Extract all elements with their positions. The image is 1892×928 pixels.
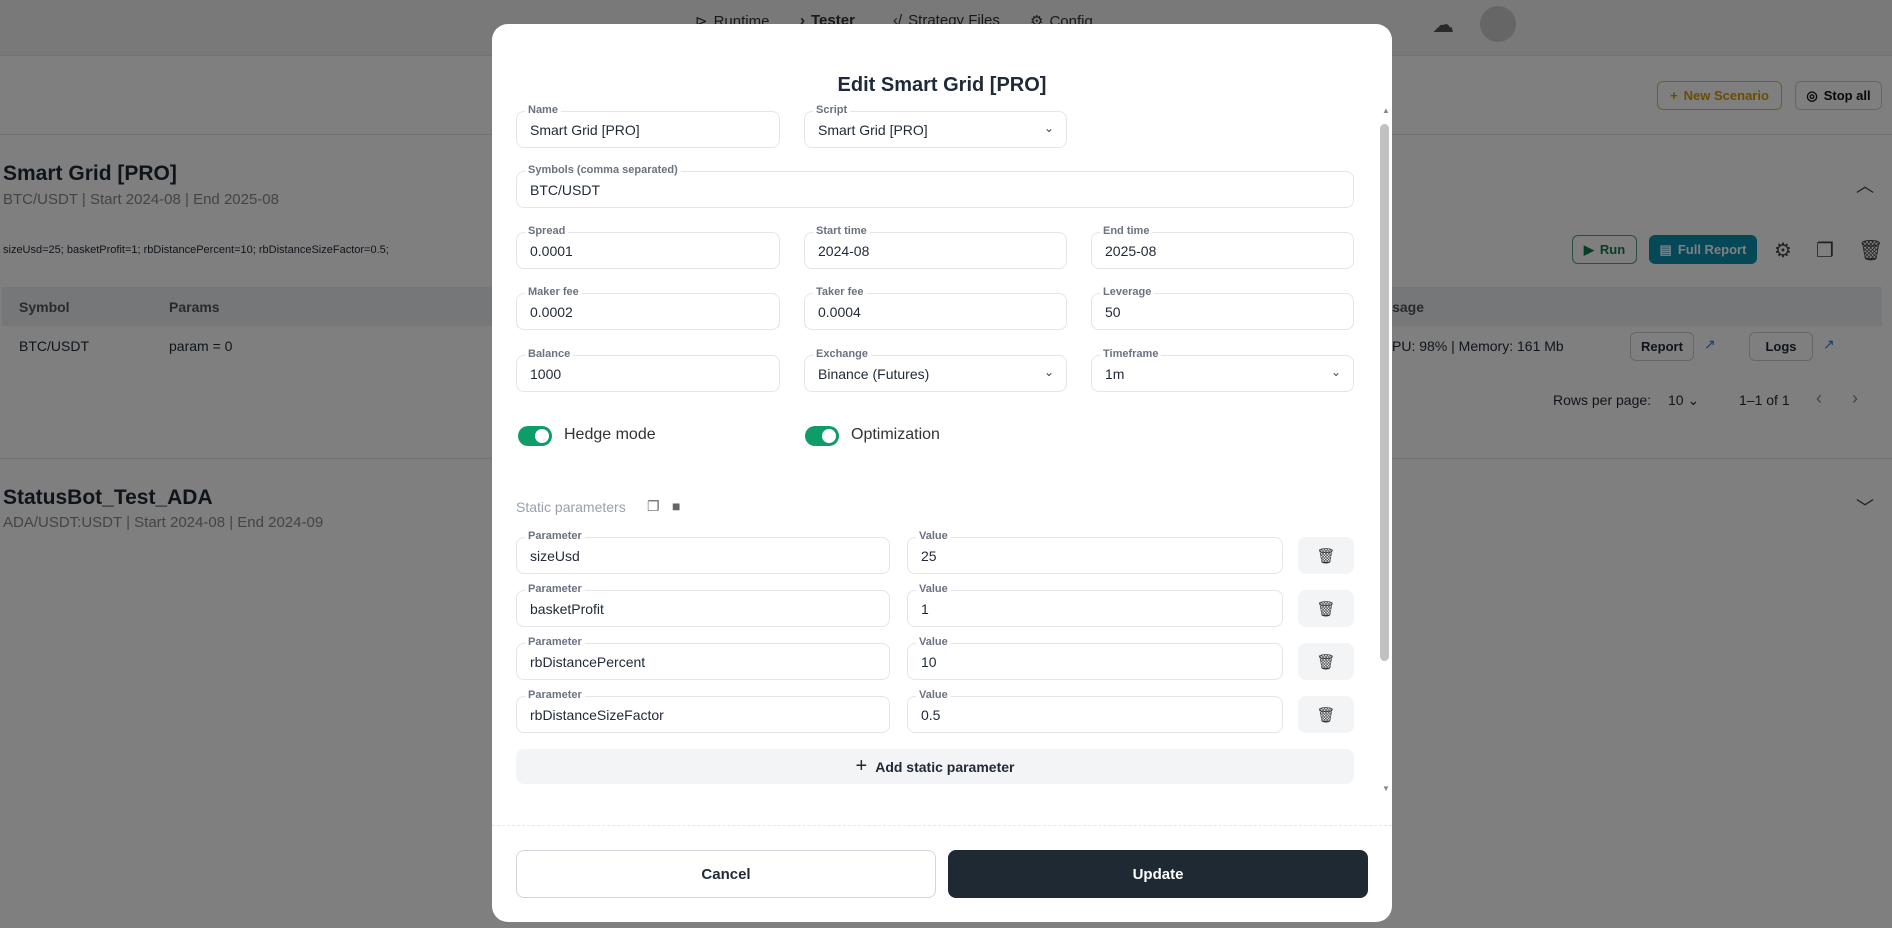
scroll-down-icon[interactable]: ▼ — [1382, 784, 1390, 793]
spread-field[interactable]: Spread 0.0001 — [516, 225, 780, 269]
parameter-name-field[interactable]: Parameter rbDistancePercent — [516, 636, 890, 680]
parameter-value-field[interactable]: Value 25 — [907, 530, 1283, 574]
chevron-down-icon: ⌄ — [1043, 365, 1054, 379]
parameter-name-field[interactable]: Parameter sizeUsd — [516, 530, 890, 574]
parameter-name-field[interactable]: Parameter basketProfit — [516, 583, 890, 627]
trash-icon: 🗑 — [1316, 706, 1336, 724]
value: rbDistancePercent — [530, 654, 646, 670]
update-button[interactable]: Update — [948, 850, 1368, 898]
label: Cancel — [701, 865, 751, 883]
label: Parameter — [525, 583, 585, 596]
hedge-mode-toggle[interactable] — [518, 426, 552, 446]
delete-parameter-button[interactable]: 🗑 — [1298, 537, 1354, 574]
value: 1 — [921, 601, 929, 617]
delete-parameter-button[interactable]: 🗑 — [1298, 696, 1354, 733]
value: Smart Grid [PRO] — [818, 122, 928, 138]
symbols-field[interactable]: Symbols (comma separated) BTC/USDT — [516, 164, 1354, 208]
trash-icon: 🗑 — [1316, 600, 1336, 618]
value: 0.5 — [921, 707, 941, 723]
exchange-select[interactable]: Exchange Binance (Futures) ⌄ — [804, 348, 1067, 392]
value: 25 — [921, 548, 937, 564]
delete-parameter-button[interactable]: 🗑 — [1298, 590, 1354, 627]
label: Symbols (comma separated) — [525, 164, 681, 177]
value: 0.0002 — [530, 304, 573, 320]
maker-fee-field[interactable]: Maker fee 0.0002 — [516, 286, 780, 330]
scroll-thumb[interactable] — [1380, 124, 1389, 661]
value: 1m — [1105, 366, 1125, 382]
value: basketProfit — [530, 601, 604, 617]
modal-scrollbar[interactable]: ▲ ▼ — [1380, 106, 1390, 796]
balance-field[interactable]: Balance 1000 — [516, 348, 780, 392]
parameter-name-field[interactable]: Parameter rbDistanceSizeFactor — [516, 689, 890, 733]
value: rbDistanceSizeFactor — [530, 707, 664, 723]
value: 2024-08 — [818, 243, 870, 259]
label: Value — [916, 530, 951, 543]
label: Value — [916, 583, 951, 596]
label: Spread — [525, 225, 569, 238]
timeframe-select[interactable]: Timeframe 1m ⌄ — [1091, 348, 1354, 392]
optimization-label: Optimization — [851, 426, 940, 443]
name-field[interactable]: Name Smart Grid [PRO] — [516, 104, 780, 148]
hedge-mode-label: Hedge mode — [564, 426, 656, 443]
trash-icon: 🗑 — [1316, 653, 1336, 671]
end-time-field[interactable]: End time 2025-08 — [1091, 225, 1354, 269]
optimization-toggle[interactable] — [805, 426, 839, 446]
label: Timeframe — [1100, 348, 1162, 361]
chevron-down-icon: ⌄ — [1043, 121, 1054, 135]
label: Value — [916, 689, 951, 702]
delete-parameter-button[interactable]: 🗑 — [1298, 643, 1354, 680]
taker-fee-field[interactable]: Taker fee 0.0004 — [804, 286, 1067, 330]
add-static-parameter-button[interactable]: + Add static parameter — [516, 749, 1354, 784]
edit-scenario-modal: Edit Smart Grid [PRO] Name Smart Grid [PR… — [492, 24, 1392, 922]
label: Maker fee — [525, 286, 582, 299]
scroll-up-icon[interactable]: ▲ — [1382, 106, 1390, 115]
chevron-down-icon: ⌄ — [1330, 365, 1341, 379]
footer-divider — [492, 825, 1392, 826]
label: Taker fee — [813, 286, 867, 299]
value: Smart Grid [PRO] — [530, 122, 640, 138]
label: End time — [1100, 225, 1153, 238]
trash-icon: 🗑 — [1316, 547, 1336, 565]
cancel-button[interactable]: Cancel — [516, 850, 936, 898]
paste-icon[interactable]: ■ — [672, 498, 681, 514]
start-time-field[interactable]: Start time 2024-08 — [804, 225, 1067, 269]
leverage-field[interactable]: Leverage 50 — [1091, 286, 1354, 330]
label: Balance — [525, 348, 574, 361]
label: Parameter — [525, 689, 585, 702]
value: 1000 — [530, 366, 562, 382]
parameter-value-field[interactable]: Value 0.5 — [907, 689, 1283, 733]
label: Parameter — [525, 636, 585, 649]
label: Name — [525, 104, 561, 117]
label: Exchange — [813, 348, 871, 361]
value: 50 — [1105, 304, 1121, 320]
value: 10 — [921, 654, 937, 670]
label: Leverage — [1100, 286, 1155, 299]
label: Add static parameter — [875, 758, 1015, 775]
parameter-value-field[interactable]: Value 1 — [907, 583, 1283, 627]
value: BTC/USDT — [530, 182, 600, 198]
copy-icon[interactable]: ❐ — [647, 498, 660, 514]
value: 0.0001 — [530, 243, 573, 259]
label: Value — [916, 636, 951, 649]
label: Parameter — [525, 530, 585, 543]
parameter-value-field[interactable]: Value 10 — [907, 636, 1283, 680]
value: 2025-08 — [1105, 243, 1157, 259]
value: 0.0004 — [818, 304, 861, 320]
static-parameters-label: Static parameters — [516, 499, 626, 515]
label: Start time — [813, 225, 870, 238]
value: sizeUsd — [530, 548, 580, 564]
modal-title: Edit Smart Grid [PRO] — [837, 74, 1047, 96]
label: Update — [1132, 865, 1184, 883]
plus-icon: + — [855, 755, 868, 777]
value: Binance (Futures) — [818, 366, 930, 382]
label: Script — [813, 104, 851, 117]
script-select[interactable]: Script Smart Grid [PRO] ⌄ — [804, 104, 1067, 148]
